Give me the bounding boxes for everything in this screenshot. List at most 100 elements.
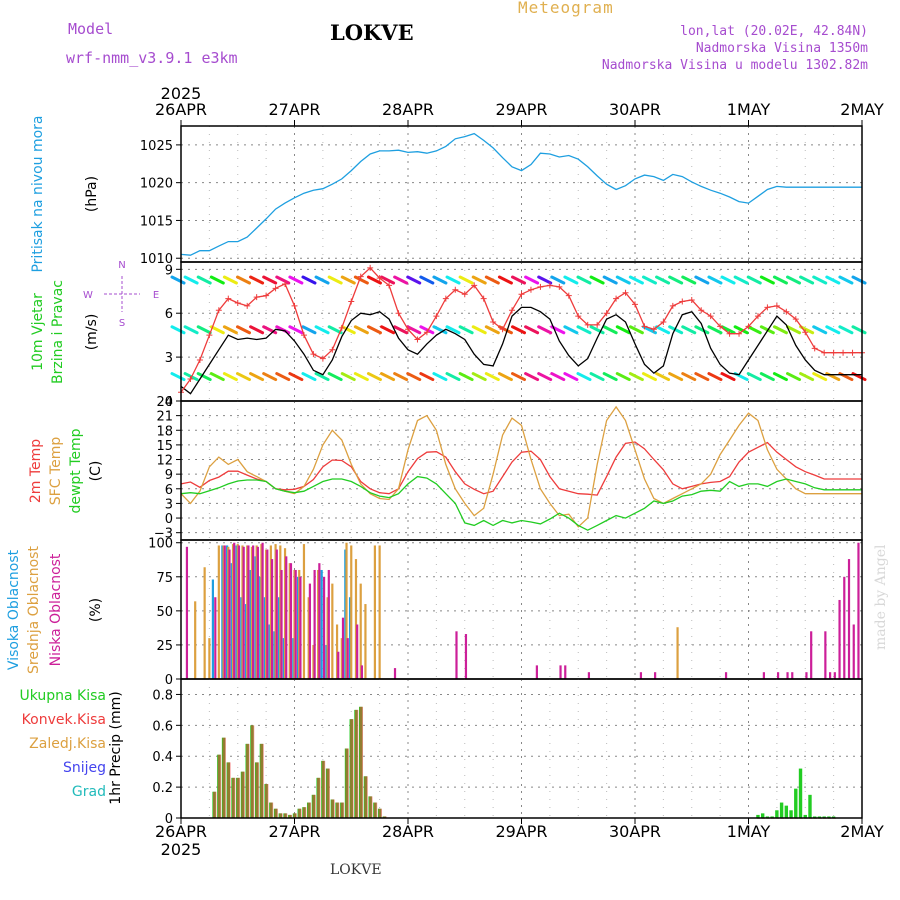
y-tick-label: 1015 — [140, 214, 173, 229]
series-wind-speed — [180, 306, 862, 395]
wind-barb — [380, 325, 396, 335]
panel-pressure: 1010 1015 1020 1025 — [140, 125, 863, 267]
wind-barb — [576, 275, 592, 285]
wind-barb — [222, 275, 238, 285]
bar-visoka-oblacnost — [244, 604, 248, 679]
cloud-unit: (%) — [88, 598, 104, 622]
bar-niska-oblacnost — [270, 559, 274, 679]
gust-marker — [527, 286, 534, 293]
wind-barb — [746, 372, 762, 382]
bar-srednja-oblacnost — [269, 545, 272, 679]
wind-barb — [772, 372, 788, 382]
bar-niska-oblacnost — [587, 672, 591, 679]
wind-barb — [707, 325, 723, 335]
compass-w: W — [83, 290, 93, 301]
gust-marker — [319, 355, 326, 362]
gust-marker — [263, 292, 270, 299]
wind-barb — [458, 372, 474, 382]
wind-barb — [746, 325, 762, 335]
bar-srednja-oblacnost — [335, 624, 339, 679]
wind-barb — [772, 275, 788, 285]
wind-barb — [209, 325, 225, 335]
bar-niska-oblacnost — [237, 545, 241, 679]
bar-konvek-kisa — [227, 762, 231, 818]
wind-barb — [327, 372, 343, 382]
wind-barb — [812, 325, 828, 335]
bar-visoka-oblacnost — [282, 638, 285, 679]
gust-marker — [830, 349, 837, 356]
wind-barb — [353, 372, 369, 382]
wind-barb — [759, 275, 775, 285]
bar-niska-oblacnost — [828, 672, 832, 679]
bar-srednja-oblacnost — [354, 559, 358, 679]
bar-konvek-kisa — [321, 760, 326, 818]
gust-marker — [518, 291, 525, 298]
pressure-label: Pritisak na nivou mora — [30, 115, 46, 272]
panel-wind: 0 3 6 9 — [165, 261, 867, 410]
bar-niska-oblacnost — [341, 617, 345, 679]
wind-barb — [537, 325, 553, 335]
wind-barb — [511, 325, 526, 335]
bar-niska-oblacnost — [214, 597, 217, 679]
gust-marker — [603, 310, 610, 317]
series-2m-temp — [180, 441, 862, 496]
gust-marker — [632, 301, 638, 308]
wind-barb — [183, 275, 199, 285]
gust-marker — [584, 321, 591, 328]
bar-visoka-oblacnost — [263, 597, 267, 679]
wind-barb — [694, 325, 710, 335]
wind-barb — [366, 372, 382, 382]
bar-konvek-kisa — [279, 813, 283, 818]
wind-barb — [576, 325, 592, 335]
gust-marker — [764, 304, 771, 311]
y-tick-label: 3 — [165, 351, 173, 366]
bar-konvek-kisa — [246, 743, 250, 818]
wind-barb — [235, 275, 251, 285]
bar-niska-oblacnost — [464, 634, 468, 679]
wind-barb — [497, 275, 513, 285]
bar-ukupna-kisa — [817, 816, 822, 818]
wind-barb — [641, 275, 657, 285]
gust-marker — [234, 299, 241, 306]
wind-barb — [589, 372, 605, 382]
gust-marker — [376, 275, 383, 282]
y-tick-label: 100 — [148, 537, 173, 552]
wind-barb — [615, 372, 631, 382]
gust-marker — [386, 282, 393, 289]
x-tick-label-bottom: 27APR — [268, 822, 320, 841]
wind-barb — [419, 275, 435, 285]
wind-barb — [746, 275, 762, 285]
bar-niska-oblacnost — [639, 672, 643, 679]
gust-marker — [792, 316, 799, 323]
bar-niska-oblacnost — [786, 672, 789, 679]
gust-marker — [537, 283, 544, 290]
x-tick-label-top: 26APR — [155, 100, 207, 119]
wind-barb — [786, 372, 802, 382]
bar-niska-oblacnost — [654, 672, 657, 679]
gust-marker — [811, 345, 818, 352]
gust-marker — [641, 323, 648, 330]
panel-frame — [180, 678, 863, 819]
cloud-low-label: Niska Oblacnost — [48, 553, 64, 666]
y-tick-label: 0 — [165, 812, 173, 827]
wind-barb — [432, 325, 448, 335]
wind-barb — [249, 275, 265, 285]
wind-barb — [196, 372, 212, 382]
bar-visoka-oblacnost — [278, 597, 281, 679]
bar-srednja-oblacnost — [227, 546, 230, 679]
bar-niska-oblacnost — [356, 624, 359, 679]
wind-barb — [511, 275, 526, 285]
wind-barb — [668, 325, 684, 335]
bar-srednja-oblacnost — [203, 567, 206, 679]
bar-niska-oblacnost — [393, 668, 397, 679]
wind-barb — [288, 275, 304, 285]
bar-konvek-kisa — [359, 706, 364, 818]
wind-barb — [249, 372, 265, 382]
bar-srednja-oblacnost — [326, 597, 329, 679]
wind-barb — [262, 372, 278, 382]
cloud-mid-label: Srednja Oblacnost — [26, 546, 42, 674]
year-label-bottom: 2025 — [161, 840, 202, 859]
wind-barb — [694, 275, 710, 285]
gust-marker — [461, 291, 468, 298]
bar-konvek-kisa — [331, 799, 335, 818]
